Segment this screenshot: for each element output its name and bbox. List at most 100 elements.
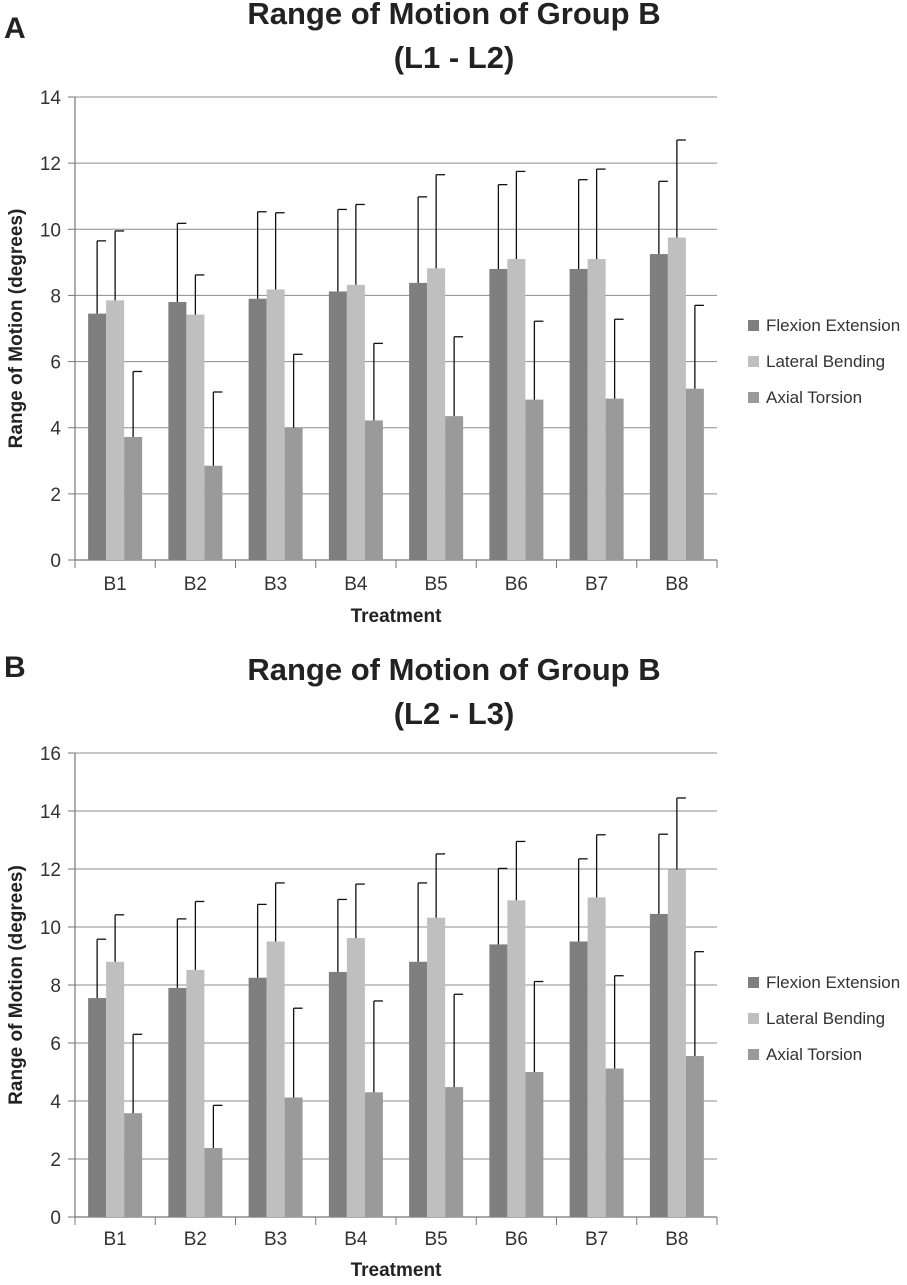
y-tick-label: 2 [50,1150,61,1171]
bar-flexion-extension [409,282,428,560]
bar-lateral-bending [587,259,606,560]
y-tick-label: 12 [40,860,61,881]
x-tick-label: B3 [264,1229,287,1250]
x-tick-label: B8 [665,1229,688,1250]
bar-axial-torsion [364,420,383,560]
bar-flexion-extension [248,977,267,1217]
bar-lateral-bending [186,314,205,560]
y-tick-label: 8 [50,976,61,997]
y-tick-label: 16 [40,744,61,765]
legend-swatch [748,1049,759,1060]
bar-lateral-bending [667,869,686,1217]
bar-axial-torsion [525,1072,544,1217]
bar-lateral-bending [186,969,205,1217]
legend-item: Lateral Bending [766,1009,885,1028]
legend-swatch [748,356,759,367]
y-axis-title: Range of Motion (degrees) [6,209,27,449]
bar-flexion-extension [569,941,588,1217]
chart-panel-a: A Range of Motion of Group B (L1 - L2) 0 2 4 6… [0,0,907,640]
x-tick-label: B4 [344,1229,368,1250]
bar-flexion-extension [248,298,267,560]
bar-lateral-bending [106,961,125,1217]
bar-axial-torsion [605,398,624,560]
bar-lateral-bending [346,938,365,1217]
bar-lateral-bending [507,900,526,1217]
y-tick-label: 4 [50,1092,61,1113]
panel-label: A [4,12,26,45]
x-tick-label: B1 [104,574,127,595]
x-tick-label: B5 [425,574,448,595]
legend-item: Flexion Extension [766,973,900,992]
y-tick-label: 0 [50,1208,61,1229]
x-tick-label: B8 [665,574,688,595]
x-tick-label: B2 [184,574,207,595]
bar-flexion-extension [569,268,588,560]
bar-axial-torsion [445,1087,464,1217]
x-tick-label: B7 [585,574,608,595]
chart-title: Range of Motion of Group B [247,0,660,31]
bar-flexion-extension [328,291,347,560]
bar-lateral-bending [266,289,285,560]
y-tick-label: 14 [40,88,62,109]
bar-flexion-extension [168,302,187,560]
y-tick-label: 14 [40,802,62,823]
legend-swatch [748,1013,759,1024]
x-tick-label: B6 [505,574,528,595]
bar-lateral-bending [507,259,526,560]
bar-flexion-extension [88,998,107,1217]
bar-axial-torsion [685,388,704,560]
chart-svg-b: B Range of Motion of Group B (L2 - L3) 0 2 4 6… [4,651,900,1281]
x-tick-label: B5 [425,1229,448,1250]
legend-swatch [748,977,759,988]
bar-flexion-extension [409,961,428,1217]
bar-lateral-bending [587,897,606,1217]
y-axis-title: Range of Motion (degrees) [6,865,27,1105]
x-axis-title: Treatment [351,606,442,627]
bar-lateral-bending [346,284,365,560]
bar-flexion-extension [88,313,107,560]
legend-item: Flexion Extension [766,316,900,335]
y-tick-label: 6 [50,1034,61,1055]
bar-flexion-extension [168,987,187,1217]
bar-axial-torsion [204,465,223,560]
legend-item: Axial Torsion [766,388,862,407]
bar-flexion-extension [649,913,668,1217]
y-tick-label: 2 [50,485,61,506]
x-tick-label: B2 [184,1229,207,1250]
chart-subtitle: (L1 - L2) [394,40,515,75]
chart-title: Range of Motion of Group B [247,652,660,687]
chart-panel-b: B Range of Motion of Group B (L2 - L3) 0 2 4 6… [0,640,907,1281]
bar-lateral-bending [427,917,446,1217]
legend-item: Axial Torsion [766,1045,862,1064]
y-tick-label: 6 [50,353,61,374]
chart-svg-a: A Range of Motion of Group B (L1 - L2) 0 2 4 6… [4,0,900,627]
bar-axial-torsion [605,1068,624,1217]
x-axis-title: Treatment [351,1260,442,1280]
bar-axial-torsion [445,416,464,560]
bar-axial-torsion [525,399,544,560]
bar-flexion-extension [489,268,508,560]
bar-lateral-bending [427,268,446,560]
bar-flexion-extension [489,944,508,1217]
bar-axial-torsion [284,427,303,560]
x-tick-label: B3 [264,574,287,595]
bar-flexion-extension [649,254,668,560]
x-tick-label: B7 [585,1229,608,1250]
legend-item: Lateral Bending [766,352,885,371]
bar-lateral-bending [106,300,125,560]
y-tick-label: 12 [40,154,61,175]
x-tick-label: B4 [344,574,368,595]
bar-lateral-bending [266,941,285,1217]
y-tick-label: 4 [50,419,61,440]
bar-flexion-extension [328,971,347,1217]
bar-axial-torsion [284,1097,303,1217]
y-tick-label: 10 [40,220,61,241]
legend-swatch [748,320,759,331]
bar-axial-torsion [124,1113,143,1217]
x-tick-label: B1 [104,1229,127,1250]
y-tick-label: 8 [50,286,61,307]
chart-subtitle: (L2 - L3) [394,696,515,731]
x-tick-label: B6 [505,1229,528,1250]
bar-axial-torsion [204,1147,223,1217]
panel-label: B [4,651,26,684]
